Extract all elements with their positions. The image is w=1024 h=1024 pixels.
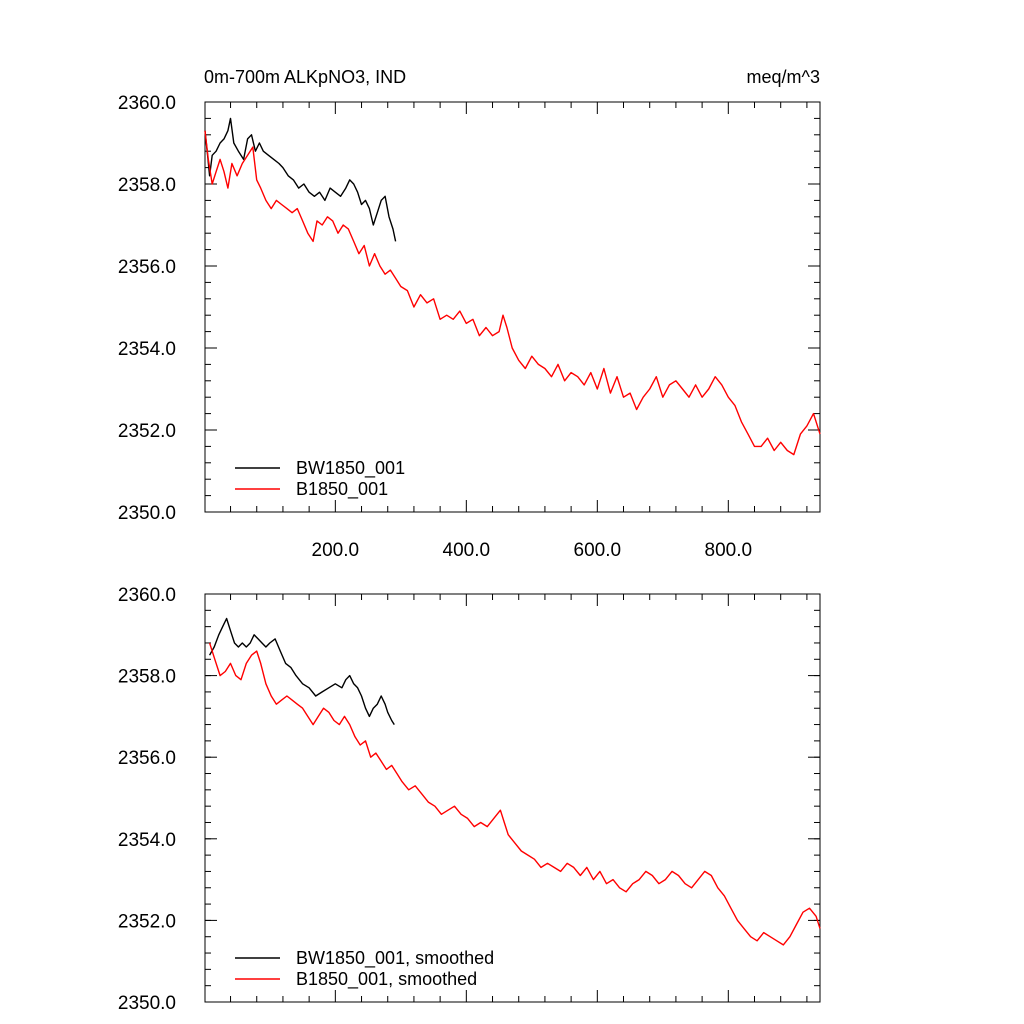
legend-label: B1850_001 xyxy=(296,479,388,500)
series-line-0 xyxy=(208,617,395,725)
panel-top: 0m-700m ALKpNO3, IND meq/m^3 2350.0 2352.… xyxy=(118,67,821,561)
y-tick-label: 2358.0 xyxy=(118,175,176,196)
chart-title: 0m-700m ALKpNO3, IND xyxy=(204,67,406,87)
y-tick-label: 2354.0 xyxy=(118,830,176,851)
legend-label: B1850_001, smoothed xyxy=(296,969,477,990)
y-tick-label: 2356.0 xyxy=(118,748,176,769)
x-tick-label: 400.0 xyxy=(443,540,491,561)
units-label: meq/m^3 xyxy=(747,67,820,87)
x-tick-label: 200.0 xyxy=(312,540,360,561)
plot-frame xyxy=(204,593,821,1003)
series-line-1 xyxy=(208,642,821,946)
x-tick-label: 600.0 xyxy=(574,540,622,561)
panel-bottom: 2350.0 2352.0 2354.0 2356.0 2358.0 2360.0 BW18… xyxy=(118,585,821,1014)
y-tick-label: 2354.0 xyxy=(118,339,176,360)
y-tick-label: 2352.0 xyxy=(118,911,176,932)
legend-label: BW1850_001 xyxy=(296,458,405,479)
y-tick-label: 2356.0 xyxy=(118,257,176,278)
plot-frame xyxy=(204,101,821,513)
y-tick-label: 2358.0 xyxy=(118,667,176,688)
y-tick-label: 2360.0 xyxy=(118,93,176,114)
y-tick-label: 2350.0 xyxy=(118,503,176,524)
legend-label: BW1850_001, smoothed xyxy=(296,948,494,969)
x-tick-label: 800.0 xyxy=(705,540,753,561)
series-line-0 xyxy=(204,117,397,242)
series-line-1 xyxy=(204,130,821,456)
y-tick-label: 2352.0 xyxy=(118,421,176,442)
y-tick-label: 2360.0 xyxy=(118,585,176,606)
y-tick-label: 2350.0 xyxy=(118,993,176,1014)
